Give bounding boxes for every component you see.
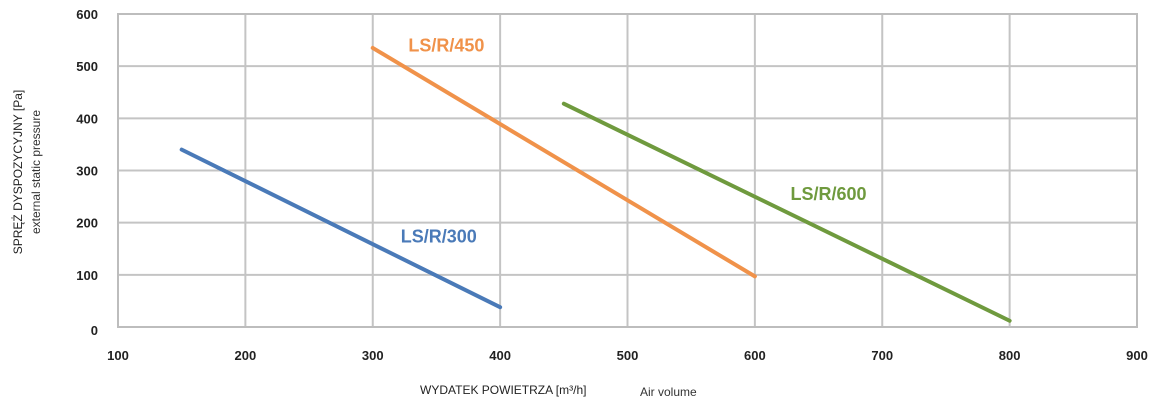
x-axis-label: WYDATEK POWIETRZA [m³/h] xyxy=(420,383,586,397)
series-line-ls-r-300 xyxy=(179,147,503,310)
x-tick-label: 300 xyxy=(362,348,384,363)
x-tick-label: 200 xyxy=(235,348,257,363)
series-line-ls-r-600 xyxy=(561,101,1012,323)
y-axis-label-secondary: external static pressure xyxy=(29,110,43,234)
plot-area-border xyxy=(117,13,1138,328)
y-tick-label: 500 xyxy=(76,59,98,74)
y-tick-label: 100 xyxy=(76,268,98,283)
x-tick-labels: 100 200 300 400 500 600 700 800 900 xyxy=(107,348,1148,363)
series-label-ls-r-300: LS/R/300 xyxy=(401,226,477,246)
x-tick-label: 500 xyxy=(617,348,639,363)
grid xyxy=(117,13,1138,328)
series-label-ls-r-450: LS/R/450 xyxy=(408,36,484,56)
x-tick-label: 900 xyxy=(1126,348,1148,363)
x-tick-label: 400 xyxy=(489,348,511,363)
x-tick-label: 800 xyxy=(999,348,1021,363)
series-labels: LS/R/300 LS/R/450 LS/R/600 xyxy=(401,36,867,247)
x-tick-label: 600 xyxy=(744,348,766,363)
x-axis-label-secondary: Air volume xyxy=(640,385,697,398)
y-axis-label: SPRĘŻ DYSPOZYCYJNY [Pa] xyxy=(11,90,25,255)
y-tick-labels: 0 100 200 300 400 500 600 xyxy=(76,7,98,338)
x-tick-label: 100 xyxy=(107,348,129,363)
series-lines xyxy=(179,45,1012,323)
series-line-ls-r-450 xyxy=(370,45,757,279)
x-tick-label: 700 xyxy=(871,348,893,363)
y-tick-label: 200 xyxy=(76,216,98,231)
y-tick-label: 400 xyxy=(76,111,98,126)
plot-frame xyxy=(117,13,1138,328)
x-axis-label-group: WYDATEK POWIETRZA [m³/h] Air volume xyxy=(420,383,697,398)
series-label-ls-r-600: LS/R/600 xyxy=(791,184,867,204)
y-tick-label: 600 xyxy=(76,7,98,22)
y-tick-label: 0 xyxy=(91,323,98,338)
y-tick-label: 300 xyxy=(76,164,98,179)
